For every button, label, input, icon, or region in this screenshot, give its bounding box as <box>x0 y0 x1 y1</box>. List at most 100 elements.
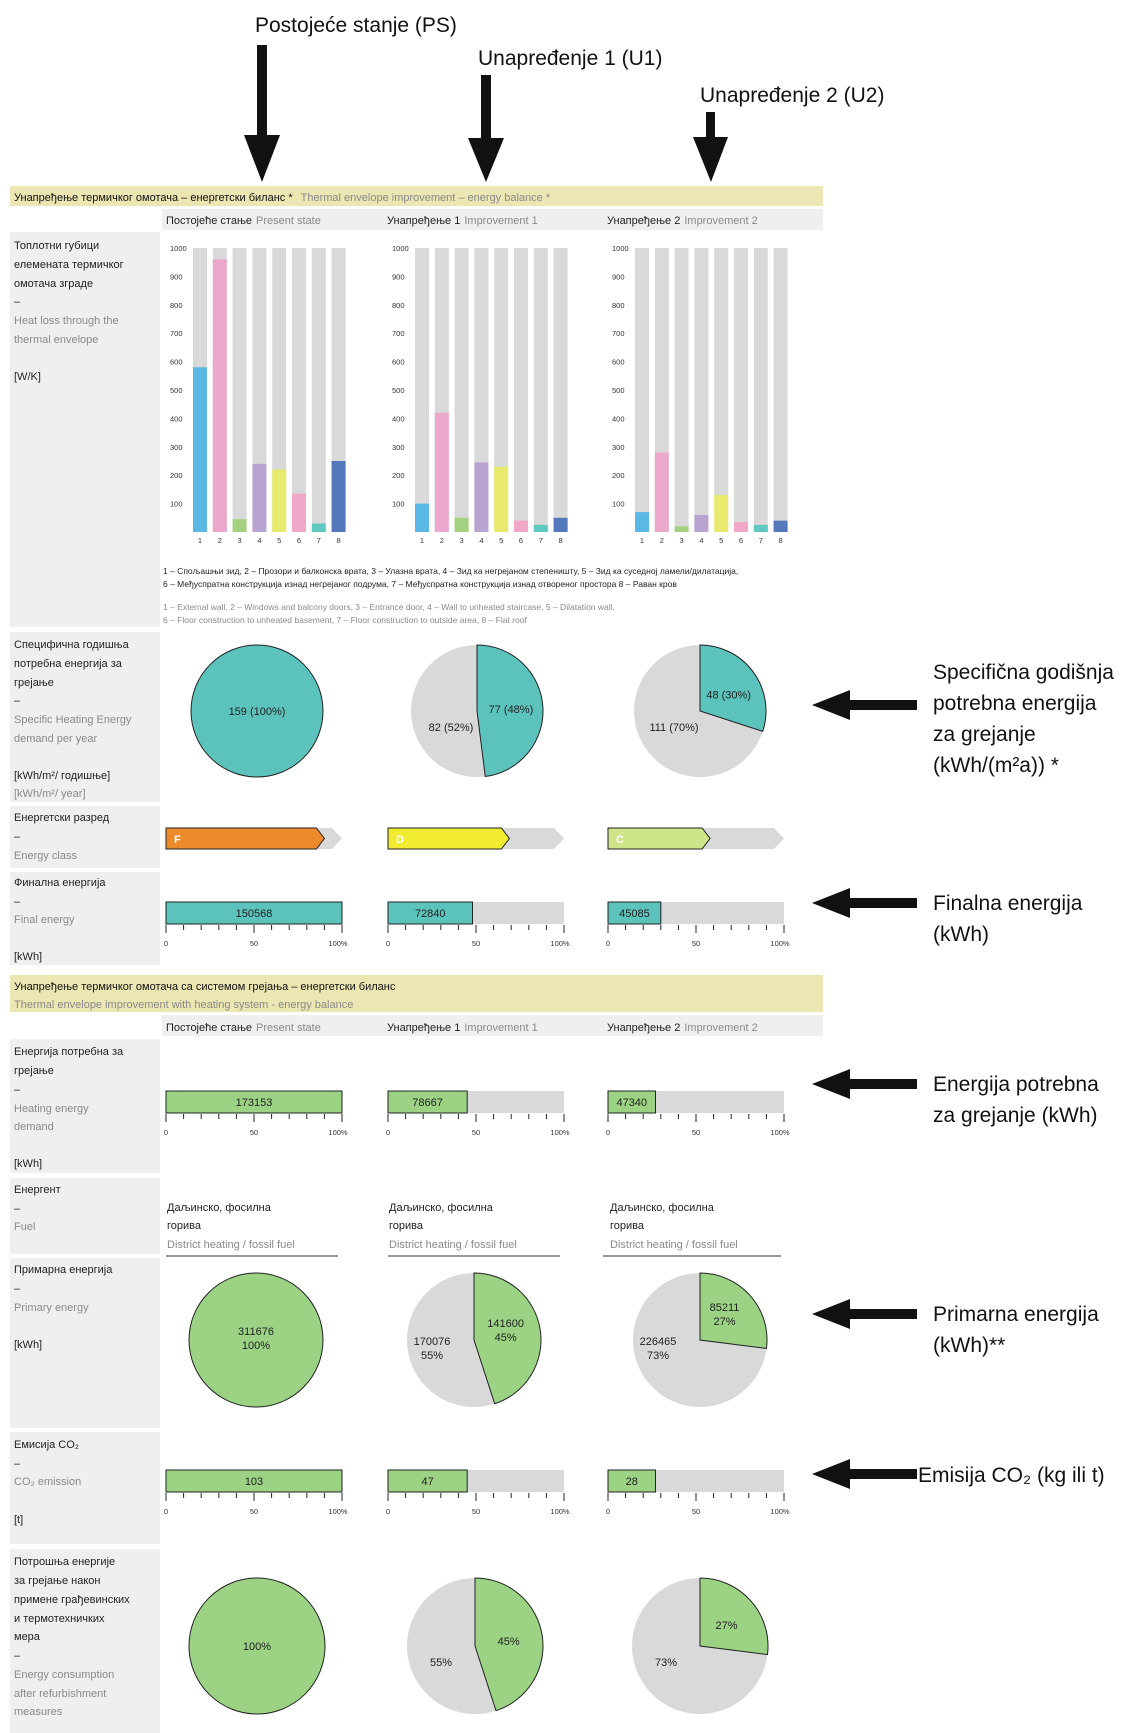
bar-axis-label: 0 <box>606 1507 610 1516</box>
pie-slice-main <box>188 1577 326 1715</box>
energy-class-2: C <box>607 827 784 850</box>
annotation-spec-heat: Specifična godišnja potrebna energija za… <box>933 661 1114 777</box>
bar-1 <box>635 512 649 532</box>
bar-track <box>635 248 649 532</box>
svg-text:Енергент: Енергент <box>14 1184 61 1196</box>
heat-loss-chart-1: 100 200 300 400 500 600 700 800 900 1000 1 2 3 4 5 6 7 8 <box>392 244 568 545</box>
y-tick-label: 800 <box>612 301 625 310</box>
svg-text:–: – <box>14 831 21 843</box>
col2-header-ps: Постојеће стање Present state <box>166 1022 321 1034</box>
svg-text:–: – <box>14 695 21 707</box>
pie-rest-label: 73% <box>647 1350 669 1362</box>
consumption-pie-0: 100% <box>188 1577 326 1715</box>
bar-value-label: 150568 <box>236 908 273 920</box>
svg-text:Heating energy: Heating energy <box>14 1103 89 1115</box>
svg-text:za grejanje: za grejanje <box>933 723 1036 746</box>
heat-loss-chart-0: 100 200 300 400 500 600 700 800 900 1000 1 2 3 4 5 6 7 8 <box>170 244 346 545</box>
bar-value-label: 47340 <box>616 1097 647 1109</box>
row-label-fuel: Енергент – Fuel <box>14 1184 61 1233</box>
bar-axis-label: 100% <box>770 1128 790 1137</box>
bar-fill <box>607 901 662 925</box>
bar-fill <box>607 1090 657 1114</box>
bar-axis-label: 50 <box>472 1128 480 1137</box>
col2-header-u2: Унапређење 2 Improvement 2 <box>607 1022 758 1034</box>
svg-text:мера: мера <box>14 1631 41 1643</box>
bar-track <box>232 248 247 532</box>
bar-axis-label: 0 <box>386 939 390 948</box>
section1-title-en: Thermal envelope improvement – energy ba… <box>301 192 551 204</box>
x-tick-label: 4 <box>479 536 483 545</box>
y-tick-label: 500 <box>170 386 183 395</box>
bar-value-label: 78667 <box>412 1097 443 1109</box>
section2-title-sr: Унапређење термичког омотача са системом… <box>14 981 396 993</box>
bar-fill <box>607 1469 657 1493</box>
annotation-present-state: Postojeće stanje (PS) <box>244 14 457 182</box>
svg-text:measures: measures <box>14 1706 63 1718</box>
svg-text:1 – External wall, 2 – Windows: 1 – External wall, 2 – Windows and balco… <box>163 602 615 612</box>
bar-value-label: 173153 <box>236 1097 273 1109</box>
annotation-label-ps: Postojeće stanje (PS) <box>255 14 457 37</box>
svg-text:District heating / fossil fuel: District heating / fossil fuel <box>610 1239 738 1251</box>
y-tick-label: 300 <box>392 443 405 452</box>
svg-text:Финална енергија: Финална енергија <box>14 877 106 889</box>
y-tick-label: 700 <box>392 329 405 338</box>
y-tick-label: 400 <box>392 414 405 423</box>
svg-text:(kWh)**: (kWh)** <box>933 1334 1005 1357</box>
bar-value-label: 47 <box>421 1476 433 1488</box>
svg-text:горива: горива <box>610 1220 645 1232</box>
pie-rest-label: 55% <box>430 1657 452 1669</box>
arrow-shaft <box>840 898 917 908</box>
x-tick-label: 3 <box>680 536 684 545</box>
bar-axis-label: 50 <box>692 1128 700 1137</box>
bar-track <box>714 248 729 532</box>
bar-axis-label: 50 <box>692 939 700 948</box>
svg-text:District heating / fossil fuel: District heating / fossil fuel <box>389 1239 517 1251</box>
annotation-improvement-1: Unapređenje 1 (U1) <box>468 47 662 182</box>
bar-track <box>474 248 489 532</box>
co2-bar-0: 103 0 50 100% <box>164 1469 348 1516</box>
bar-axis-label: 50 <box>250 1128 258 1137</box>
pointer-arrow-4 <box>812 1459 917 1489</box>
bar-8 <box>773 520 788 532</box>
y-tick-label: 200 <box>612 471 625 480</box>
y-tick-label: 600 <box>392 358 405 367</box>
bar-track <box>533 248 548 532</box>
bar-axis-label: 50 <box>472 939 480 948</box>
row-label-final-energy: Финална енергија – Final energy [kWh] <box>14 877 106 963</box>
bar-8 <box>331 461 346 532</box>
pie-slice-main <box>699 1272 768 1349</box>
row-label-heating-demand: Енергија потребна за грејање – Heating e… <box>14 1046 124 1170</box>
bar-fill <box>165 901 343 925</box>
y-tick-label: 900 <box>170 272 183 281</box>
bar-track <box>272 248 287 532</box>
class-fill <box>387 827 511 850</box>
primary-energy-pie-1: 141600 45% 170076 55% <box>407 1272 542 1407</box>
fuel-cell-u1: Даљинско, фосилна горива District heatin… <box>388 1202 560 1257</box>
row-label-heat-loss: Топлотни губици елемената термичког омот… <box>14 240 124 383</box>
bar-axis-label: 100% <box>328 939 348 948</box>
bar-1 <box>193 367 207 532</box>
x-tick-label: 6 <box>739 536 743 545</box>
svg-text:елемената термичког: елемената термичког <box>14 259 124 271</box>
col-header-u1: Унапређење 1 Improvement 1 <box>387 215 538 227</box>
x-tick-label: 2 <box>218 536 222 545</box>
arrow-head <box>812 1299 850 1329</box>
x-tick-label: 7 <box>317 536 321 545</box>
pointer-arrow-2 <box>812 1069 917 1099</box>
svg-text:Energy consumption: Energy consumption <box>14 1669 114 1681</box>
svg-text:Specifična godišnja: Specifična godišnja <box>933 661 1114 684</box>
bar-value-label: 28 <box>626 1476 638 1488</box>
svg-text:потребна енергија за: потребна енергија за <box>14 658 123 670</box>
arrow-head <box>812 690 850 720</box>
x-tick-label: 8 <box>559 536 563 545</box>
heat-loss-chart-2: 100 200 300 400 500 600 700 800 900 1000 1 2 3 4 5 6 7 8 <box>612 244 788 545</box>
svg-text:Енергетски разред: Енергетски разред <box>14 812 110 824</box>
bar-fill <box>165 1090 343 1114</box>
pointer-arrow-3 <box>812 1299 917 1329</box>
pie-slice-main <box>190 644 324 778</box>
class-letter: D <box>396 834 404 846</box>
arrow-shaft <box>840 700 917 710</box>
x-tick-label: 5 <box>277 536 281 545</box>
